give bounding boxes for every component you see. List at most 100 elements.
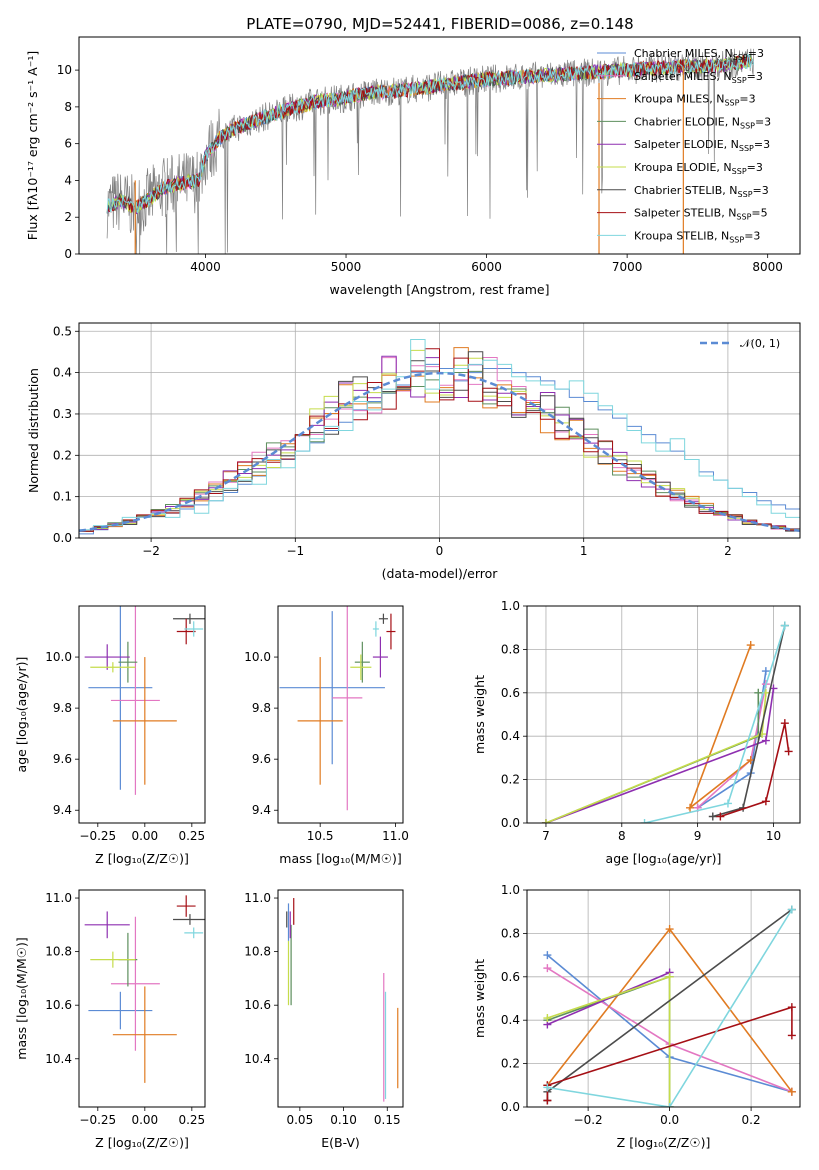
weight-marker [541,819,550,823]
plot-area [84,606,205,795]
x-tick-label: −0.25 [79,829,116,843]
axes-frame [277,889,404,1108]
y-tick-label: 6 [64,137,72,151]
legend-label: Chabrier STELIB, NSSP=3 [634,184,769,199]
y-tick-label: 0.2 [501,773,520,787]
model-line-salpeter-elodie [106,56,754,215]
legend-label: 𝒩(0, 1) [740,337,780,350]
x-tick-label: −0.25 [79,1113,116,1127]
weight-marker [787,905,796,914]
y-tick-label: 10.4 [45,1052,72,1066]
legend-label: Kroupa MILES, NSSP=3 [634,93,756,108]
y-tick-label: 0 [64,247,72,261]
y-tick-label: 0.0 [501,1100,520,1114]
x-axis-label: Z [log₁₀(Z/Z☉)] [95,1135,189,1150]
y-axis-label: mass [log₁₀(M/M☉)] [14,937,29,1059]
y-tick-label: 9.4 [252,803,271,817]
weight-marker [784,747,793,756]
weight-marker [787,1087,796,1096]
legend-label: Salpeter STELIB, NSSP=5 [634,207,768,222]
weight-marker [716,812,725,821]
axes-frame [526,889,801,1108]
legend-label: Chabrier ELODIE, NSSP=3 [634,115,771,130]
y-tick-label: 10.4 [244,1052,271,1066]
weight-line-salpeter-elodie [545,688,775,823]
x-axis-label: E(B-V) [321,1135,360,1150]
y-tick-label: 0.3 [53,407,72,421]
weight-line-salpeter-elodie [547,971,670,1026]
x-tick-label: −0.2 [574,1113,603,1127]
legend-label: Salpeter MILES, NSSP=3 [634,70,763,85]
weight-line-chabrier-stelib [712,625,786,818]
y-tick-label: 10.6 [45,998,72,1012]
x-tick-label: −1 [286,544,304,558]
weight-marker [543,1014,552,1023]
y-axis-label: mass weight [472,959,487,1038]
y-tick-label: 0.0 [53,531,72,545]
plot-area [79,339,800,538]
y-tick-label: 10.8 [45,945,72,959]
weight-marker [543,1096,552,1105]
weight-marker [780,719,789,728]
panel-age_vs_mass: 10.5 11.0 9.4 9.6 9.8 10.0 mass [log₁₀(M/M☉)] [244,605,409,866]
axes-frame [78,889,206,1108]
y-tick-label: 0.8 [501,926,520,940]
weight-marker [780,621,789,630]
panel-mass_vs_Z: −0.25 0.00 0.25 10.4 10.6 10.8 11.0 Z [log₁₀(Z/… [14,889,206,1150]
y-tick-label: 1.0 [501,883,520,897]
weight-marker [754,688,763,697]
x-tick-label: 4000 [190,260,221,274]
y-axis-label: age [log₁₀(age/yr)] [14,657,29,773]
x-tick-label: 6000 [471,260,502,274]
y-tick-label: 0.1 [53,490,72,504]
legend-label: Chabrier MILES, NSSP=3 [634,47,764,62]
histogram-salpeter-stelib [79,348,800,538]
panels: Chabrier MILES, NSSP=3 Salpeter MILES, NS… [14,36,801,1150]
y-tick-label: 0.4 [501,1013,520,1027]
weight-marker [723,799,732,808]
weight-line-kroupa-stelib [547,909,793,1107]
normal-curve [79,371,800,533]
y-tick-label: 0.6 [501,686,520,700]
y-tick-label: 9.4 [53,803,72,817]
weight-line-chabrier-miles [697,670,767,809]
y-tick-label: 10.0 [244,650,271,664]
x-tick-label: 9 [694,829,702,843]
legend-label: Kroupa STELIB, NSSP=3 [634,229,760,244]
legend: Chabrier MILES, NSSP=3 Salpeter MILES, NS… [597,47,771,244]
panel-mass_weight_vs_Z: −0.2 0.0 0.2 0.0 0.2 0.4 0.6 0.8 1.0 Z [log₁₀(Z/Z… [472,883,801,1150]
y-tick-label: 9.8 [252,701,271,715]
y-tick-label: 9.8 [53,701,72,715]
weight-marker [640,819,649,823]
y-tick-label: 0.4 [53,366,72,380]
y-tick-label: 9.6 [53,752,72,766]
x-tick-label: 8000 [752,260,783,274]
plot-area [543,905,796,1107]
weight-marker [708,812,717,821]
y-tick-label: 8 [64,100,72,114]
x-tick-label: 0.10 [330,1113,357,1127]
panel-residual_histogram: 𝒩(0, 1) −2 −1 0 1 2 0.0 0.1 0.2 0.3 0.4 0.5 (data-mo… [26,322,801,581]
panel-mass_weight_vs_age: 7 8 9 10 0.0 0.2 0.4 0.6 0.8 1.0 age [log₁₀(age/yr… [472,599,801,866]
weight-marker [746,641,755,650]
y-tick-label: 10 [57,63,72,77]
weight-line-salpeter-stelib [720,723,790,818]
x-tick-label: 10 [766,829,781,843]
legend-label: Kroupa ELODIE, NSSP=3 [634,161,763,176]
x-axis-label: Z [log₁₀(Z/Z☉)] [617,1135,711,1150]
y-tick-label: 11.0 [45,891,72,905]
y-tick-label: 0.8 [501,642,520,656]
y-axis-label: mass weight [472,675,487,754]
weight-line-kroupa-miles [688,644,752,811]
weight-line-salpeter-stelib [546,1006,793,1101]
x-tick-label: 11.0 [382,829,409,843]
x-tick-label: 0.25 [178,1113,205,1127]
y-tick-label: 10.6 [244,998,271,1012]
x-axis-label: (data-model)/error [382,566,499,581]
axes-frame [277,605,404,824]
plot-area [286,898,399,1102]
weight-marker [686,803,695,812]
x-tick-label: 1 [580,544,588,558]
x-tick-label: 10.5 [307,829,334,843]
